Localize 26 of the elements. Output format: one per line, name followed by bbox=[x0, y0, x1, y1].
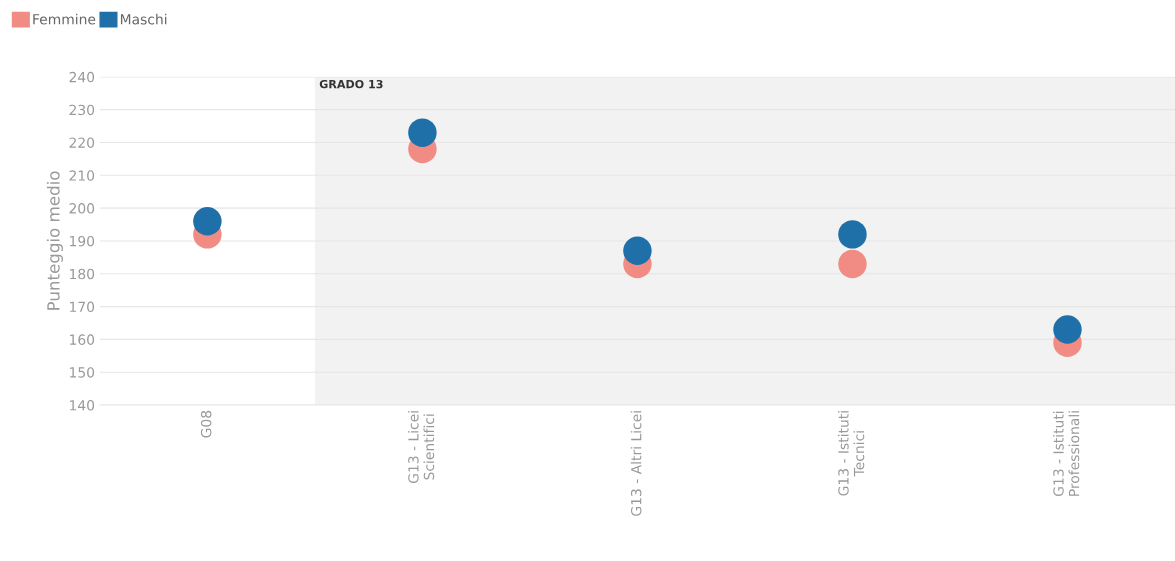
y-tick-label: 210 bbox=[69, 170, 95, 181]
band-label: GRADO 13 bbox=[319, 79, 383, 89]
legend-label: Maschi bbox=[120, 13, 167, 25]
y-tick-label: 190 bbox=[70, 235, 95, 247]
point bbox=[838, 220, 867, 249]
point bbox=[623, 236, 652, 266]
y-tick-label: 170 bbox=[70, 301, 95, 313]
y-tick-label: 230 bbox=[69, 104, 95, 116]
point bbox=[408, 118, 437, 147]
y-tick-label: 160 bbox=[70, 334, 95, 345]
y-axis-title: Punteggio medio bbox=[46, 171, 63, 310]
y-tick-label: 140 bbox=[70, 400, 95, 411]
y-tick-label: 180 bbox=[70, 268, 95, 280]
y-tick-label: 240 bbox=[69, 71, 95, 83]
point bbox=[1053, 315, 1082, 344]
x-tick-label: G13 - Licei Scientifici bbox=[407, 411, 435, 484]
x-tick-label: G13 - Altri Licei bbox=[630, 411, 642, 516]
point bbox=[838, 249, 867, 279]
y-tick-label: 220 bbox=[69, 137, 95, 148]
legend-label: Femmine bbox=[33, 13, 96, 25]
x-tick-label: G08 bbox=[200, 410, 212, 438]
y-tick-label: 150 bbox=[70, 367, 95, 378]
x-tick-label: G13 - Istituti Tecnici bbox=[837, 411, 865, 496]
y-tick-label: 200 bbox=[69, 203, 95, 214]
x-tick-label: G13 - Istituti Professionali bbox=[1052, 411, 1080, 497]
point bbox=[193, 207, 222, 236]
